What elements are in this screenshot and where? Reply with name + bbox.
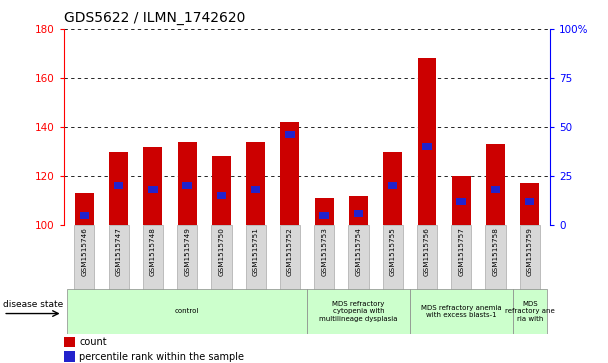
- FancyBboxPatch shape: [246, 225, 266, 290]
- Text: GSM1515757: GSM1515757: [458, 227, 464, 276]
- FancyBboxPatch shape: [314, 225, 334, 290]
- FancyBboxPatch shape: [109, 225, 129, 290]
- Bar: [80, 212, 89, 219]
- Text: GSM1515752: GSM1515752: [287, 227, 293, 276]
- FancyBboxPatch shape: [348, 225, 368, 290]
- Bar: [486, 144, 505, 225]
- Bar: [525, 198, 534, 205]
- Bar: [143, 147, 162, 225]
- Bar: [349, 196, 368, 225]
- Text: MDS refractory anemia
with excess blasts-1: MDS refractory anemia with excess blasts…: [421, 305, 502, 318]
- FancyBboxPatch shape: [280, 225, 300, 290]
- Text: percentile rank within the sample: percentile rank within the sample: [80, 352, 244, 362]
- Bar: [315, 198, 334, 225]
- Text: GSM1515753: GSM1515753: [321, 227, 327, 276]
- Text: MDS
refractory ane
ria with: MDS refractory ane ria with: [505, 301, 554, 322]
- Text: GDS5622 / ILMN_1742620: GDS5622 / ILMN_1742620: [64, 11, 245, 25]
- FancyBboxPatch shape: [451, 225, 471, 290]
- Text: GSM1515759: GSM1515759: [527, 227, 533, 276]
- Bar: [422, 143, 432, 150]
- Bar: [64, 351, 75, 362]
- Bar: [114, 183, 123, 189]
- Text: GSM1515747: GSM1515747: [116, 227, 122, 276]
- Bar: [354, 210, 363, 217]
- FancyBboxPatch shape: [417, 225, 437, 290]
- Text: GSM1515748: GSM1515748: [150, 227, 156, 276]
- Bar: [457, 198, 466, 205]
- Text: GSM1515750: GSM1515750: [218, 227, 224, 276]
- Text: GSM1515746: GSM1515746: [81, 227, 88, 276]
- FancyBboxPatch shape: [520, 225, 540, 290]
- Text: MDS refractory
cytopenia with
multilineage dysplasia: MDS refractory cytopenia with multilinea…: [319, 301, 398, 322]
- Text: GSM1515749: GSM1515749: [184, 227, 190, 276]
- FancyBboxPatch shape: [143, 225, 163, 290]
- Bar: [75, 193, 94, 225]
- Bar: [148, 186, 157, 193]
- Bar: [251, 186, 260, 193]
- Bar: [388, 183, 398, 189]
- Bar: [491, 186, 500, 193]
- Bar: [216, 192, 226, 199]
- Bar: [383, 152, 402, 225]
- Text: control: control: [175, 308, 199, 314]
- FancyBboxPatch shape: [410, 289, 513, 334]
- Text: count: count: [80, 337, 107, 347]
- Bar: [520, 183, 539, 225]
- FancyBboxPatch shape: [382, 225, 402, 290]
- Text: GSM1515756: GSM1515756: [424, 227, 430, 276]
- FancyBboxPatch shape: [485, 225, 505, 290]
- FancyBboxPatch shape: [177, 225, 197, 290]
- Bar: [182, 183, 192, 189]
- FancyBboxPatch shape: [212, 225, 232, 290]
- FancyBboxPatch shape: [513, 289, 547, 334]
- Text: GSM1515751: GSM1515751: [253, 227, 258, 276]
- Text: GSM1515758: GSM1515758: [492, 227, 499, 276]
- Bar: [64, 337, 75, 347]
- Bar: [178, 142, 196, 225]
- Bar: [109, 152, 128, 225]
- Bar: [319, 212, 329, 219]
- Text: disease state: disease state: [3, 300, 63, 309]
- Bar: [285, 131, 295, 138]
- FancyBboxPatch shape: [307, 289, 410, 334]
- Bar: [452, 176, 471, 225]
- FancyBboxPatch shape: [67, 289, 307, 334]
- Bar: [418, 58, 437, 225]
- Text: GSM1515755: GSM1515755: [390, 227, 396, 276]
- Bar: [212, 156, 231, 225]
- Text: GSM1515754: GSM1515754: [356, 227, 361, 276]
- Bar: [280, 122, 299, 225]
- Bar: [246, 142, 265, 225]
- FancyBboxPatch shape: [74, 225, 94, 290]
